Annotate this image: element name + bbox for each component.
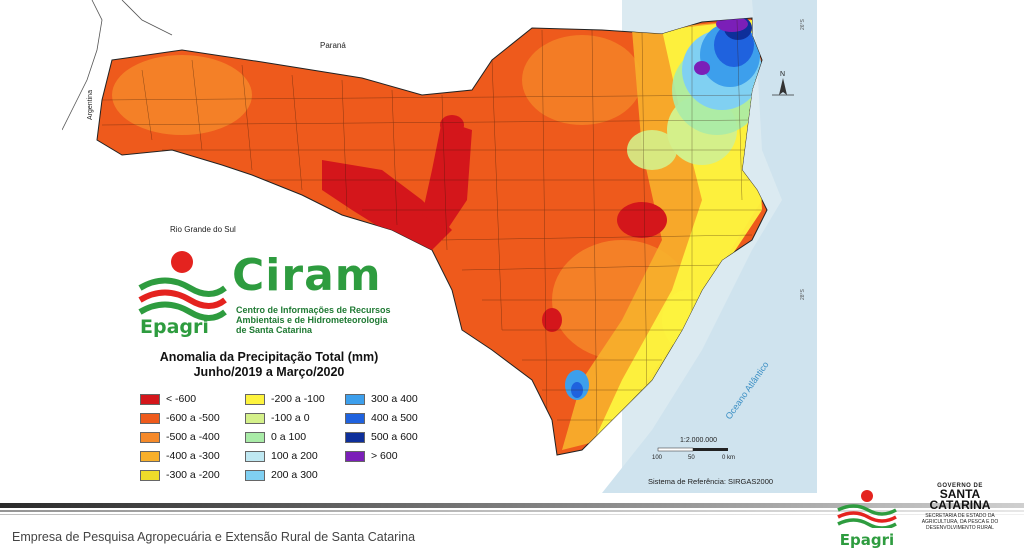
legend-swatch [345, 431, 365, 443]
legend-label: 400 a 500 [371, 412, 418, 424]
ciram-subtitle-line-2: Ambientais e de Hidrometeorologia [236, 315, 388, 325]
legend-swatch [345, 393, 365, 405]
legend-item: -500 a -400 [140, 431, 220, 443]
legend-item: -100 a 0 [245, 412, 310, 424]
argentina-border [62, 0, 103, 131]
label-lat-28: 28°S [800, 288, 806, 300]
scale-tick-50: 50 [688, 455, 695, 461]
legend-item: 300 a 400 [345, 393, 418, 405]
label-lat-26: 26°S [800, 18, 806, 30]
ciram-subtitle-line-3: de Santa Catarina [236, 325, 313, 335]
legend-swatch [345, 450, 365, 462]
parana-border [121, 0, 173, 36]
ciram-brand: Ciram [232, 250, 382, 301]
footer-text: Empresa de Pesquisa Agropecuária e Exten… [12, 530, 416, 544]
scale-tick-0: 0 km [722, 455, 735, 461]
ocean-shade [602, 0, 817, 493]
legend-label: 200 a 300 [271, 469, 318, 481]
label-argentina: Argentina [87, 90, 94, 120]
legend-item: 200 a 300 [245, 469, 318, 481]
north-label: N [780, 71, 785, 78]
legend-label: < -600 [166, 393, 197, 405]
legend-label: 100 a 200 [271, 450, 318, 462]
label-parana: Paraná [320, 41, 346, 50]
legend-title: Anomalia da Precipitação Total (mm) Junh… [139, 350, 399, 380]
footer-band [0, 501, 1024, 523]
north-arrow-icon: N [772, 71, 794, 96]
ciram-subtitle: Centro de Informações de Recursos Ambien… [236, 305, 436, 335]
epagri-footer-label: Epagri [839, 531, 895, 549]
ciram-subtitle-line-1: Centro de Informações de Recursos [236, 305, 391, 315]
legend-item: -300 a -200 [140, 469, 220, 481]
legend-swatch [140, 431, 160, 443]
legend-item: 500 a 600 [345, 431, 418, 443]
legend-swatch [245, 431, 265, 443]
legend-swatch [140, 393, 160, 405]
legend-label: 500 a 600 [371, 431, 418, 443]
legend-swatch [140, 450, 160, 462]
epagri-brand: Epagri [140, 316, 209, 338]
epagri-footer-logo: Epagri [832, 488, 902, 549]
legend-item: -200 a -100 [245, 393, 325, 405]
legend-swatch [245, 450, 265, 462]
legend-swatch [245, 412, 265, 424]
map-frame: Paraná Argentina Rio Grande do Sul Ocean… [62, 0, 817, 493]
legend-label: -400 a -300 [166, 450, 220, 462]
legend-label: -300 a -200 [166, 469, 220, 481]
legend-label: -500 a -400 [166, 431, 220, 443]
secretariat-label: SECRETARIA DE ESTADO DA AGRICULTURA, DA … [921, 513, 999, 531]
legend-item: 400 a 500 [345, 412, 418, 424]
scale-bar: 1:2.000.000 100 50 0 km Sistema de Refer… [648, 437, 773, 486]
legend-swatch [140, 412, 160, 424]
epagri-footer-icon [837, 490, 897, 530]
scale-tick-100: 100 [652, 455, 663, 461]
municipality-borders [101, 19, 763, 441]
precipitation-anomaly-map: Paraná Argentina Rio Grande do Sul Ocean… [62, 0, 817, 493]
legend-swatch [245, 393, 265, 405]
legend-swatch [245, 469, 265, 481]
legend-item: -400 a -300 [140, 450, 220, 462]
legend-title-line-1: Anomalia da Precipitação Total (mm) [159, 350, 379, 364]
legend-label: -600 a -500 [166, 412, 220, 424]
legend-label: -100 a 0 [271, 412, 310, 424]
santa-catarina-logo: GOVERNO DE SANTA CATARINA SECRETARIA DE … [910, 483, 1010, 549]
state-name-1: SANTA [939, 487, 981, 501]
scale-ratio: 1:2.000.000 [680, 437, 717, 444]
state-name-2: CATARINA [929, 498, 991, 512]
reference-system: Sistema de Referência: SIRGAS2000 [648, 477, 773, 486]
legend-item: 0 a 100 [245, 431, 306, 443]
legend-label: > 600 [371, 450, 398, 462]
label-rio-grande-do-sul: Rio Grande do Sul [170, 225, 236, 234]
gov-label: GOVERNO DE [937, 483, 983, 489]
ciram-logo-icon [138, 251, 227, 321]
legend-item: 100 a 200 [245, 450, 318, 462]
legend-title-line-2: Junho/2019 a Março/2020 [193, 365, 345, 379]
legend-label: 0 a 100 [271, 431, 307, 443]
legend-swatch [345, 412, 365, 424]
legend-item: -600 a -500 [140, 412, 220, 424]
legend-label: -200 a -100 [271, 393, 325, 405]
legend-swatch [140, 469, 160, 481]
legend-item: > 600 [345, 450, 398, 462]
footer-gradient [0, 503, 1024, 515]
legend-item: < -600 [140, 393, 196, 405]
legend-label: 300 a 400 [371, 393, 418, 405]
